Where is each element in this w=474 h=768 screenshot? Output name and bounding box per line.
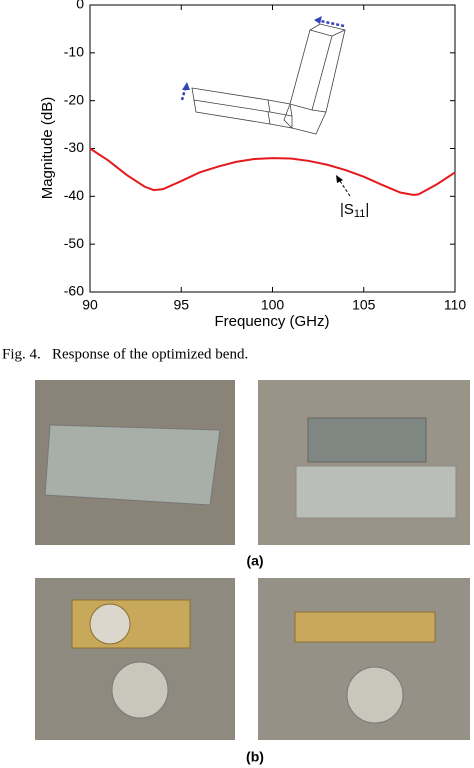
x-axis-label: Frequency (GHz): [214, 313, 329, 330]
waveguide-inset: [191, 23, 347, 135]
plate: [307, 417, 427, 463]
photo-label: (a): [246, 553, 263, 569]
arrow-head: [182, 82, 190, 90]
y-tick-label: -50: [64, 235, 84, 251]
y-tick-label: -60: [64, 283, 84, 299]
caption: Fig. 4. Response of the optimized bend.: [2, 346, 248, 362]
coin: [111, 661, 169, 719]
y-tick-label: -20: [64, 91, 84, 107]
annotation-subscript: 11: [354, 208, 365, 220]
annotation-arrow-head: [336, 175, 343, 183]
y-tick-label: 0: [76, 0, 84, 12]
plate: [295, 465, 457, 519]
plate: [44, 424, 221, 506]
x-tick-label: 110: [444, 297, 467, 313]
y-axis-label: Magnitude (dB): [39, 97, 56, 200]
arrow-head: [314, 16, 322, 24]
coin: [346, 666, 404, 724]
y-tick-label: -40: [64, 187, 84, 203]
annotation-arrow: [337, 177, 351, 197]
annotation-text: |S: [340, 201, 354, 218]
y-tick-label: -30: [64, 139, 84, 155]
x-tick-label: 90: [82, 297, 98, 313]
y-tick-label: -10: [64, 44, 84, 60]
data-line: [89, 147, 456, 196]
x-tick-label: 105: [352, 297, 376, 313]
annotation-text: |: [365, 201, 369, 218]
flange: [89, 603, 131, 645]
photo-label: (b): [246, 749, 264, 765]
plate: [294, 611, 436, 643]
x-tick-label: 95: [173, 297, 189, 313]
annotation: |S11|: [340, 201, 369, 220]
x-tick-label: 100: [261, 297, 285, 313]
plot-frame: [89, 4, 456, 293]
